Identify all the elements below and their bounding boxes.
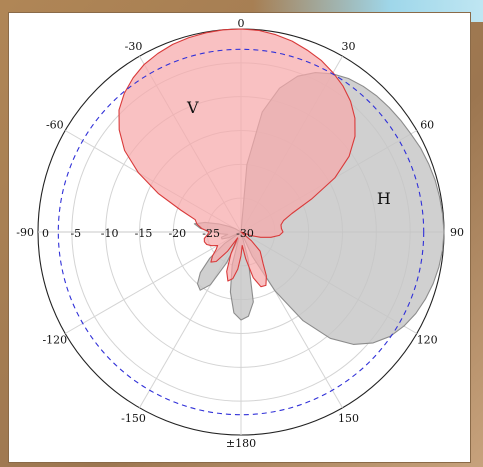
series-layer [118, 28, 445, 345]
series-label-H: H [377, 189, 391, 208]
series-V-pattern [118, 28, 356, 288]
angle-tick-label: 120 [417, 334, 438, 347]
angle-tick-label: 150 [338, 412, 359, 425]
reference-dashed-circle [57, 48, 425, 416]
radial-tick-label: -25 [202, 227, 220, 240]
radial-tick-label: -10 [101, 227, 119, 240]
radial-tick-label: -5 [70, 227, 81, 240]
angle-tick-label: -30 [125, 40, 143, 53]
angle-tick-label: -150 [121, 412, 146, 425]
radial-tick-label: 0 [42, 227, 49, 240]
radial-tick-label: -20 [168, 227, 186, 240]
polar-radiation-chart: 0 30 60 90 120 150 ±180 -150 -120 -90 -60 -30 0 -5 -10… [16, 17, 464, 450]
angle-tick-label: 90 [450, 226, 464, 239]
angle-tick-label: 30 [342, 40, 356, 53]
angle-tick-label: 60 [420, 119, 434, 132]
angle-tick-label: -90 [16, 226, 34, 239]
radial-tick-label: -30 [236, 227, 254, 240]
angle-tick-label: -60 [46, 119, 64, 132]
angle-tick-label: ±180 [226, 437, 256, 450]
radial-tick-label: -15 [135, 227, 153, 240]
overlay-layer [57, 48, 425, 416]
angle-tick-label: -120 [42, 334, 67, 347]
angle-spoke [64, 231, 242, 334]
angle-tick-label: 0 [238, 17, 245, 30]
label-layer: 0 30 60 90 120 150 ±180 -150 -120 -90 -60 -30 0 -5 -10… [16, 17, 464, 450]
chart-panel: 0 30 60 90 120 150 ±180 -150 -120 -90 -60 -30 0 -5 -10… [8, 12, 471, 463]
series-label-V: V [186, 98, 199, 117]
